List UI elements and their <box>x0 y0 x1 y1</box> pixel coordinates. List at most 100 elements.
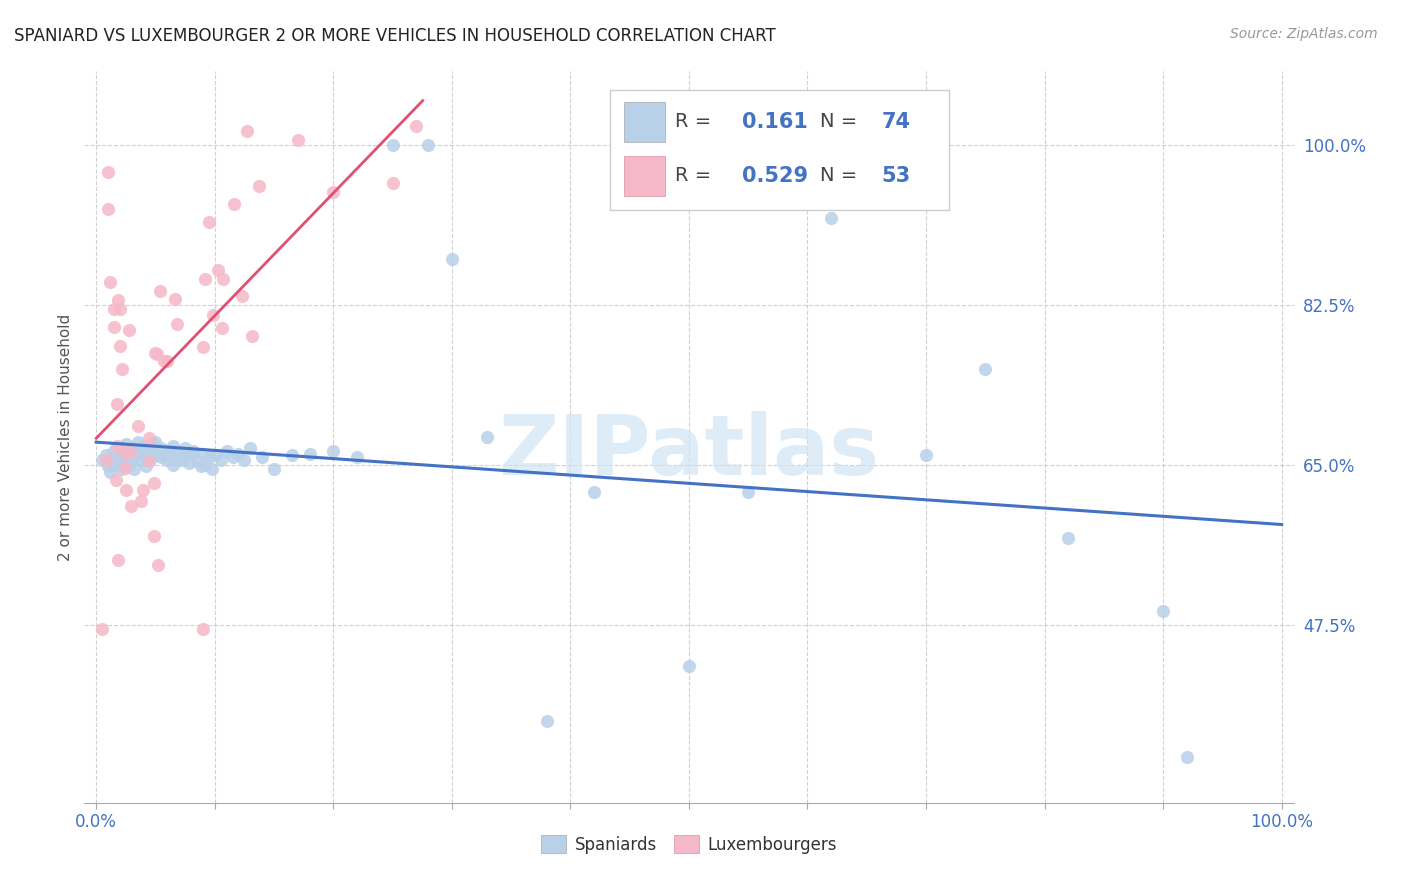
Point <box>118 458 141 472</box>
Point <box>381 177 404 191</box>
Point <box>97 459 120 474</box>
Point <box>91 453 114 467</box>
Point <box>191 446 214 460</box>
Point <box>100 465 122 479</box>
Point <box>132 439 155 453</box>
Point <box>105 439 128 453</box>
Point <box>107 553 129 567</box>
Point <box>138 443 160 458</box>
Point <box>233 453 256 467</box>
Point <box>120 499 142 513</box>
Point <box>107 450 129 465</box>
Point <box>121 441 143 455</box>
Point <box>583 485 606 500</box>
Point <box>186 453 208 467</box>
Point <box>194 271 217 285</box>
Point <box>678 658 700 673</box>
Point <box>180 448 202 462</box>
Point <box>221 450 243 465</box>
Point <box>127 446 149 460</box>
Point <box>198 214 221 228</box>
Point <box>247 178 270 193</box>
Point <box>118 323 141 337</box>
Point <box>111 361 134 376</box>
Point <box>215 443 238 458</box>
Point <box>132 448 155 462</box>
Point <box>131 483 153 497</box>
Point <box>156 453 179 467</box>
Point <box>174 441 197 455</box>
Point <box>322 186 344 200</box>
Point <box>108 338 131 352</box>
Point <box>167 446 190 460</box>
Point <box>138 431 160 445</box>
Point <box>166 453 188 467</box>
Point <box>163 293 186 307</box>
Point <box>118 445 141 459</box>
Point <box>201 308 224 322</box>
Point <box>250 450 273 465</box>
Point <box>194 458 217 472</box>
Point <box>156 354 179 368</box>
Point <box>166 317 188 331</box>
Point <box>103 320 125 334</box>
Point <box>236 124 259 138</box>
Point <box>239 441 262 455</box>
Point <box>111 462 134 476</box>
Point <box>121 453 143 467</box>
Point <box>211 272 233 286</box>
Point <box>115 483 138 498</box>
Point <box>131 493 153 508</box>
Point <box>135 459 157 474</box>
Point <box>974 361 997 376</box>
Point <box>103 458 125 472</box>
Point <box>122 462 145 476</box>
Point <box>477 430 499 444</box>
Point <box>94 448 117 462</box>
Point <box>138 453 160 467</box>
Point <box>177 456 200 470</box>
Point <box>183 443 205 458</box>
Point <box>112 444 135 458</box>
Text: Source: ZipAtlas.com: Source: ZipAtlas.com <box>1230 27 1378 41</box>
Point <box>162 439 184 453</box>
Point <box>440 252 463 266</box>
Point <box>127 418 149 433</box>
Point <box>143 346 166 360</box>
Point <box>201 462 224 476</box>
Point <box>191 622 214 636</box>
Point <box>142 437 165 451</box>
Point <box>418 137 440 152</box>
Point <box>737 485 759 500</box>
Point <box>150 441 173 455</box>
Point <box>104 473 127 487</box>
Point <box>97 202 120 216</box>
Point <box>94 453 117 467</box>
Point <box>108 301 131 317</box>
Point <box>114 461 136 475</box>
Point <box>91 622 114 636</box>
Point <box>127 434 149 449</box>
Text: ZIPatlas: ZIPatlas <box>499 411 879 492</box>
Point <box>145 448 167 462</box>
Point <box>152 354 174 368</box>
Point <box>153 448 176 462</box>
Point <box>170 453 193 467</box>
Point <box>162 458 184 472</box>
Point <box>231 289 253 303</box>
Point <box>149 284 172 298</box>
Point <box>1175 750 1198 764</box>
Point <box>138 453 160 467</box>
Point <box>108 453 131 467</box>
Legend: Spaniards, Luxembourgers: Spaniards, Luxembourgers <box>534 829 844 860</box>
Point <box>97 165 120 179</box>
Point <box>198 450 221 465</box>
Point <box>145 347 167 361</box>
Y-axis label: 2 or more Vehicles in Household: 2 or more Vehicles in Household <box>58 313 73 561</box>
Point <box>915 448 938 462</box>
Point <box>146 558 169 572</box>
Point <box>207 263 229 277</box>
Point <box>191 340 214 354</box>
Point <box>211 321 233 335</box>
Point <box>240 328 263 343</box>
